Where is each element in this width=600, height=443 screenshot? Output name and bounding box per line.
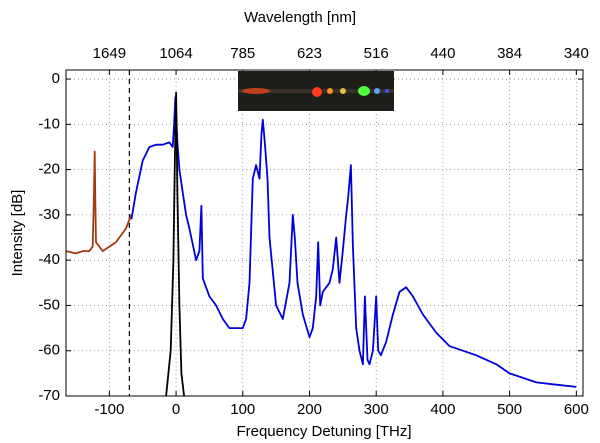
x2-tick-label: 340 [564, 45, 589, 62]
x2-tick-label: 623 [297, 45, 322, 62]
x2-tick-label: 785 [230, 45, 255, 62]
x-tick-label: 400 [430, 401, 455, 418]
x-tick-label: -100 [94, 401, 124, 418]
x2-tick-label: 384 [497, 45, 522, 62]
x2-tick-label: 516 [364, 45, 389, 62]
inset-photo [238, 71, 394, 111]
spectrum-line [165, 91, 185, 396]
x-tick-label: 200 [297, 401, 322, 418]
y-tick-label: -30 [38, 206, 60, 223]
plot-lines [66, 91, 577, 396]
spectrum-line [66, 150, 133, 255]
x2-tick-label: 1064 [159, 45, 192, 62]
y-tick-label: -70 [38, 387, 60, 404]
x2-axis-label: Wavelength [nm] [244, 9, 356, 26]
y-tick-label: -50 [38, 296, 60, 313]
y-tick-label: -10 [38, 115, 60, 132]
spectrum-line [130, 96, 577, 388]
x-tick-label: 500 [497, 401, 522, 418]
y-tick-label: -20 [38, 161, 60, 178]
x-tick-label: 0 [172, 401, 180, 418]
y-tick-label: -60 [38, 342, 60, 359]
x-axis-label: Frequency Detuning [THz] [236, 423, 411, 440]
x-tick-label: 100 [230, 401, 255, 418]
x2-tick-label: 1649 [93, 45, 126, 62]
x-tick-label: 300 [364, 401, 389, 418]
y-axis-label: Intensity [dB] [9, 190, 26, 277]
y-tick-label: -40 [38, 251, 60, 268]
y-tick-label: 0 [52, 70, 60, 87]
x2-tick-label: 440 [430, 45, 455, 62]
x-tick-label: 600 [564, 401, 589, 418]
plot-frame [65, 69, 584, 397]
